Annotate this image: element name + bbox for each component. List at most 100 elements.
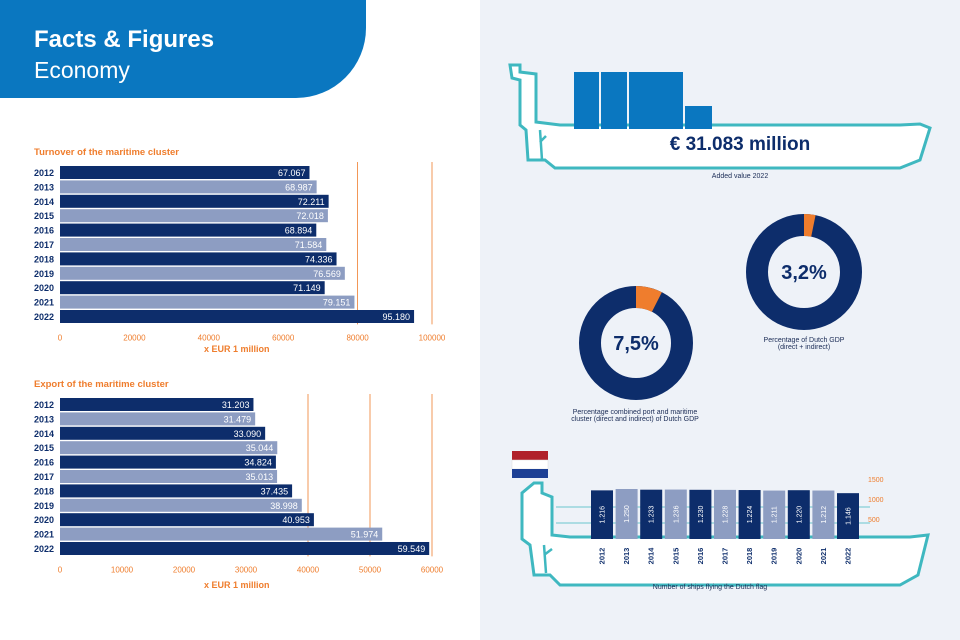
value-label: 71.149 (293, 283, 321, 293)
page-title: Facts & Figures (34, 26, 215, 53)
anchor-icon (542, 544, 553, 574)
bar (689, 489, 712, 539)
value-label: 1.233 (649, 505, 656, 523)
turnover-x-axis-title: x EUR 1 million (204, 344, 270, 354)
category-label: 2017 (34, 240, 54, 250)
category-label: 2014 (34, 429, 54, 439)
dutch-flag-ship-illustration (511, 451, 930, 587)
added-value-caption: Added value 2022 (711, 173, 769, 180)
bar (812, 490, 835, 539)
container-block (629, 72, 683, 129)
category-label: 2015 (34, 211, 54, 221)
bar (738, 490, 761, 539)
value-label: 1.146 (846, 507, 853, 525)
value-label: 1.224 (747, 506, 754, 524)
value-label: 76.569 (313, 269, 341, 279)
value-label: 38.998 (270, 501, 298, 511)
bar (60, 455, 276, 469)
bar (60, 310, 415, 323)
category-label: 2016 (34, 226, 54, 236)
bar (60, 527, 383, 541)
bar (60, 498, 302, 512)
value-label: 51.974 (351, 530, 379, 540)
container-block (685, 106, 712, 129)
category-label: 2019 (770, 548, 779, 565)
value-label: 33.090 (234, 429, 262, 439)
category-label: 2019 (34, 501, 54, 511)
value-label: 68.987 (285, 182, 313, 192)
category-label: 2017 (34, 472, 54, 482)
value-label: 1.212 (821, 506, 828, 524)
category-label: 2020 (34, 283, 54, 293)
category-label: 2021 (34, 298, 54, 308)
value-label: 37.435 (261, 486, 289, 496)
value-label: 1.220 (796, 506, 803, 524)
bar (60, 470, 278, 483)
value-label: 68.894 (285, 226, 313, 236)
value-label: 1.228 (723, 506, 730, 524)
bar (60, 209, 328, 223)
category-label: 2014 (647, 547, 656, 565)
bar (60, 542, 430, 555)
flag-stripe-blue (512, 469, 548, 478)
donut-center-label: 3,2% (781, 262, 827, 284)
tick-label: 60000 (272, 333, 295, 342)
value-label: 34.824 (244, 458, 272, 468)
donut-a-caption: Percentage of Dutch GDP (direct + indire… (730, 337, 878, 351)
value-label: 1.236 (673, 505, 680, 523)
donut-b-caption-line-1: Percentage combined port and maritime (572, 409, 698, 416)
tick-label: 40000 (198, 333, 221, 342)
value-label: 1.216 (600, 506, 607, 524)
tick-label: 0 (58, 333, 63, 342)
tick-label: 0 (58, 565, 63, 574)
category-label: 2016 (696, 548, 705, 565)
category-label: 2022 (34, 544, 54, 554)
bar (60, 180, 317, 194)
value-label: 79.151 (323, 298, 351, 308)
bar (60, 166, 310, 179)
tick-label: 40000 (297, 565, 320, 574)
turnover-chart-title: Turnover of the maritime cluster (34, 147, 179, 158)
category-label: 2018 (34, 486, 54, 496)
page-subtitle: Economy (34, 57, 130, 83)
tick-label: 1000 (868, 497, 884, 504)
category-label: 2022 (844, 548, 853, 565)
bar (60, 398, 254, 411)
tick-label: 80000 (346, 333, 369, 342)
value-label: 95.180 (383, 312, 411, 322)
category-label: 2017 (721, 548, 730, 565)
donut-b-caption: Percentage combined port and maritime cl… (545, 409, 725, 423)
bar (591, 490, 613, 539)
tick-label: 20000 (123, 333, 146, 342)
category-label: 2018 (34, 254, 54, 264)
export-chart: 2012 31.203 2013 31.479 2014 33.090 2015 35.044… (34, 394, 444, 574)
tick-label: 60000 (421, 565, 444, 574)
category-label: 2013 (34, 414, 54, 424)
tick-label: 500 (868, 517, 880, 524)
bar (60, 412, 256, 426)
value-label: 1.250 (624, 505, 631, 523)
tick-label: 100000 (419, 333, 446, 342)
value-label: 72.018 (296, 211, 324, 221)
category-label: 2021 (819, 548, 828, 565)
bar (60, 194, 329, 208)
bar (60, 295, 355, 309)
bar (837, 493, 859, 539)
bar (60, 238, 327, 251)
value-label: 71.584 (295, 240, 323, 250)
category-label: 2018 (745, 548, 754, 565)
bar (787, 490, 810, 539)
donut-center-label: 7,5% (613, 333, 659, 355)
value-label: 35.044 (246, 443, 274, 453)
donut-highlight-slice (635, 286, 662, 313)
category-label: 2021 (34, 530, 54, 540)
export-chart-title: Export of the maritime cluster (34, 379, 169, 390)
bar (714, 489, 736, 539)
turnover-chart: 2012 67.067 2013 68.987 2014 72.211 2015 72.018… (34, 162, 446, 342)
container-block (574, 72, 599, 129)
value-label: 1.211 (772, 506, 779, 523)
ships-bar-chart: 1.216 2012 1.250 2013 1.233 2014 1.236 2015 1.23… (591, 477, 884, 565)
category-label: 2012 (34, 168, 54, 178)
bar (60, 266, 345, 280)
added-value-amount: € 31.083 million (669, 134, 811, 155)
